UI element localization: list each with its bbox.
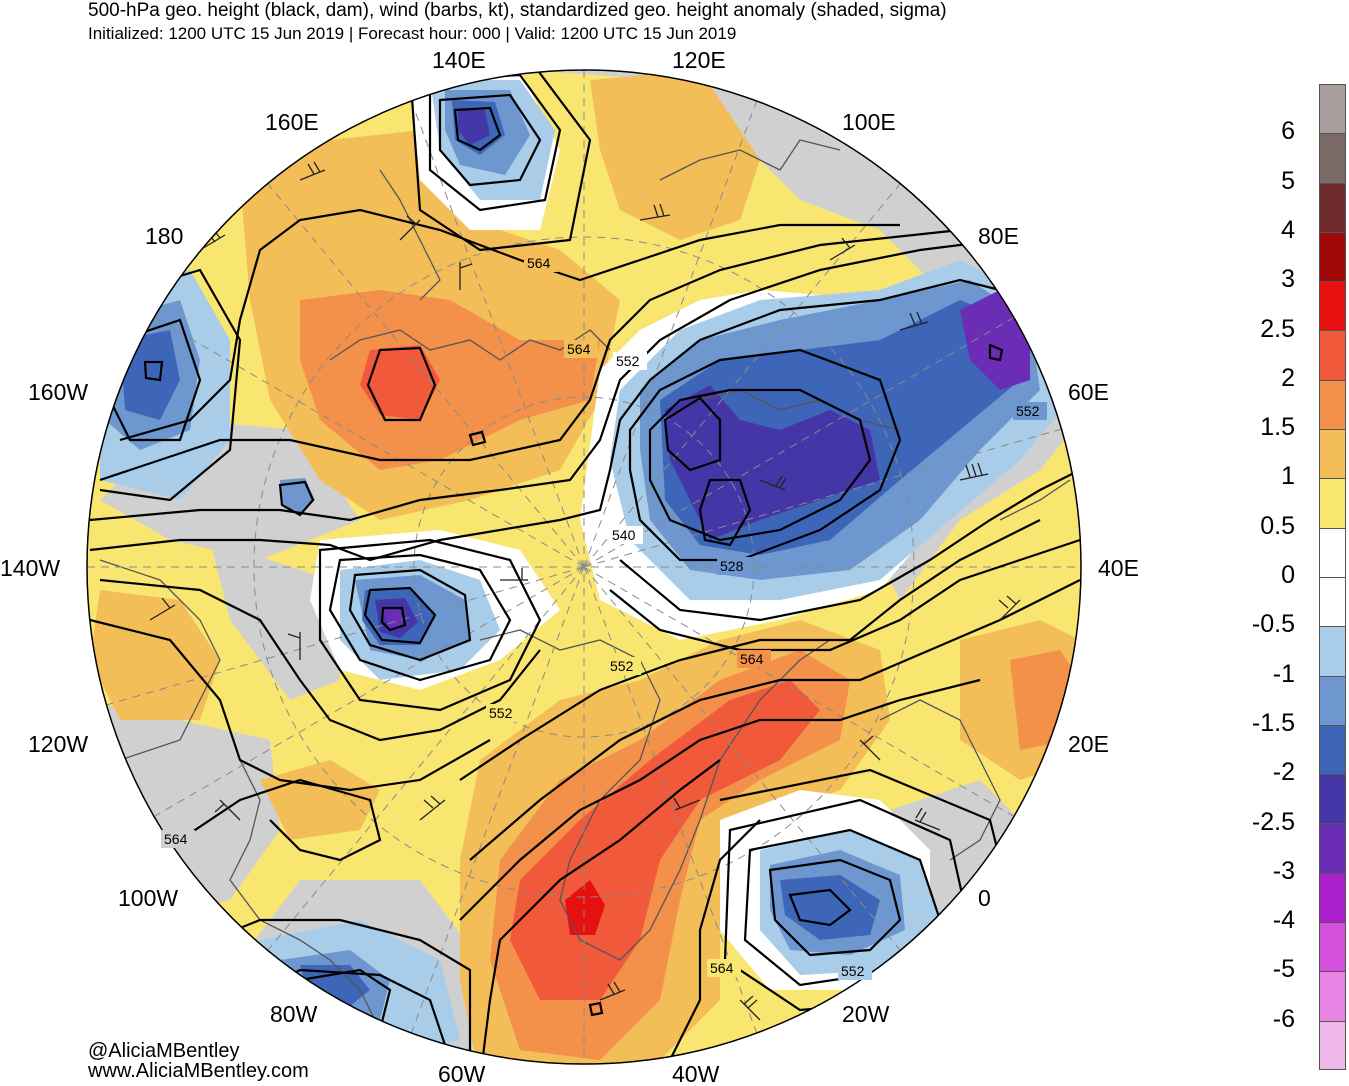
graticule: [87, 70, 1081, 1064]
neutral-region: [210, 540, 340, 700]
lon-label-40e: 40E: [1098, 555, 1139, 581]
colorbar-swatch: [1319, 379, 1346, 430]
colorbar-swatch: [1319, 231, 1346, 282]
longitude-labels: 140E 120E 160E 100E 180 80E 160W 60E 140…: [0, 47, 1139, 1086]
colorbar-tick-label: 1: [1281, 462, 1295, 491]
lon-label-20w: 20W: [842, 1001, 890, 1027]
warm-region: [590, 70, 760, 240]
colorbar-tick-label: 0: [1281, 561, 1295, 589]
lon-label-140e: 140E: [432, 47, 486, 73]
credit-handle: @AliciaMBentley: [88, 1040, 240, 1062]
lon-label-180: 180: [145, 223, 183, 249]
colorbar-tick-label: -4: [1272, 906, 1295, 935]
lon-label-0: 0: [978, 885, 991, 911]
colorbar-tick-label: -0.5: [1251, 610, 1295, 639]
colorbar-swatch: [1319, 133, 1346, 183]
lon-label-60e: 60E: [1068, 379, 1109, 405]
colorbar-tick-label: 3: [1281, 265, 1295, 294]
contour-label: 564: [567, 341, 591, 357]
colorbar-tick-label: -5: [1272, 955, 1295, 984]
map-boundary: [86, 69, 1082, 1065]
colorbar-swatch: [1319, 922, 1346, 972]
colorbar-swatch: [1319, 1020, 1346, 1070]
colorbar-tick-label: -1.5: [1251, 708, 1295, 737]
colorbar-swatch: [1319, 330, 1346, 380]
contour-label: 552: [489, 705, 513, 721]
contour-label: 552: [616, 353, 640, 369]
contour-label: 564: [740, 651, 764, 667]
cool-region: [458, 110, 490, 145]
lon-label-120e: 120E: [672, 47, 726, 73]
lon-label-160e: 160E: [265, 109, 319, 135]
warm-region: [565, 880, 605, 935]
contour-label: 564: [164, 831, 188, 847]
lon-label-100e: 100E: [842, 109, 896, 135]
contour-label: 528: [720, 558, 744, 574]
colorbar: [1319, 84, 1346, 1070]
colorbar-tick-label: 6: [1281, 117, 1295, 146]
colorbar-tick-label: 2.5: [1260, 314, 1295, 343]
warm-region: [360, 345, 440, 420]
map-subtitle: Initialized: 1200 UTC 15 Jun 2019 | Fore…: [88, 24, 737, 43]
cool-region: [665, 385, 880, 540]
warm-region: [260, 760, 380, 840]
contour-label: 552: [610, 658, 634, 674]
contour-label: 552: [841, 963, 865, 979]
colorbar-tick-label: -1: [1272, 659, 1295, 688]
colorbar-swatch: [1319, 429, 1346, 479]
cool-region: [780, 875, 880, 940]
colorbar-swatch: [1319, 823, 1346, 873]
lon-label-140w: 140W: [0, 555, 60, 581]
lon-label-120w: 120W: [28, 731, 88, 757]
map-title: 500-hPa geo. height (black, dam), wind (…: [88, 0, 947, 21]
colorbar-swatch: [1319, 872, 1346, 923]
colorbar-swatch: [1319, 527, 1346, 577]
contour-label: 564: [527, 255, 551, 271]
lon-label-80w: 80W: [270, 1001, 318, 1027]
colorbar-tick-label: 5: [1281, 166, 1295, 195]
colorbar-swatch: [1319, 675, 1346, 725]
contour-label: 564: [710, 960, 734, 976]
lon-label-100w: 100W: [118, 885, 178, 911]
cool-region: [383, 610, 403, 630]
colorbar-tick-label: 1.5: [1260, 413, 1295, 442]
colorbar-swatch: [1319, 576, 1346, 627]
lon-label-80e: 80E: [978, 223, 1019, 249]
colorbar-tick-label: -2.5: [1251, 807, 1295, 836]
lon-label-20e: 20E: [1068, 731, 1109, 757]
colorbar-tick-label: -3: [1272, 856, 1295, 885]
colorbar-swatch: [1319, 774, 1346, 824]
colorbar-tick-label: -2: [1272, 758, 1295, 787]
contour-label: 540: [612, 527, 636, 543]
contour-labels: 564 564 552 552 540 528 564 552 552 564 …: [161, 254, 1047, 980]
lon-label-40w: 40W: [672, 1061, 720, 1086]
warm-region: [90, 590, 220, 720]
colorbar-tick-label: 2: [1281, 363, 1295, 392]
neutral-region: [400, 70, 1080, 600]
credit-website: www.AliciaMBentley.com: [88, 1060, 309, 1082]
colorbar-swatch: [1319, 84, 1346, 134]
colorbar-tick-label: 0.5: [1260, 511, 1295, 540]
colorbar-swatch: [1319, 478, 1346, 528]
lon-label-160w: 160W: [28, 379, 88, 405]
colorbar-tick-label: 4: [1281, 215, 1295, 244]
warm-region: [300, 290, 600, 470]
lon-label-60w: 60W: [438, 1061, 486, 1086]
colorbar-tick-label: -6: [1272, 1004, 1295, 1033]
contour-label: 552: [1016, 403, 1040, 419]
colorbar-swatch: [1319, 971, 1346, 1021]
colorbar-swatch: [1319, 626, 1346, 676]
colorbar-swatch: [1319, 281, 1346, 331]
colorbar-swatch: [1319, 724, 1346, 775]
colorbar-swatch: [1319, 182, 1346, 232]
